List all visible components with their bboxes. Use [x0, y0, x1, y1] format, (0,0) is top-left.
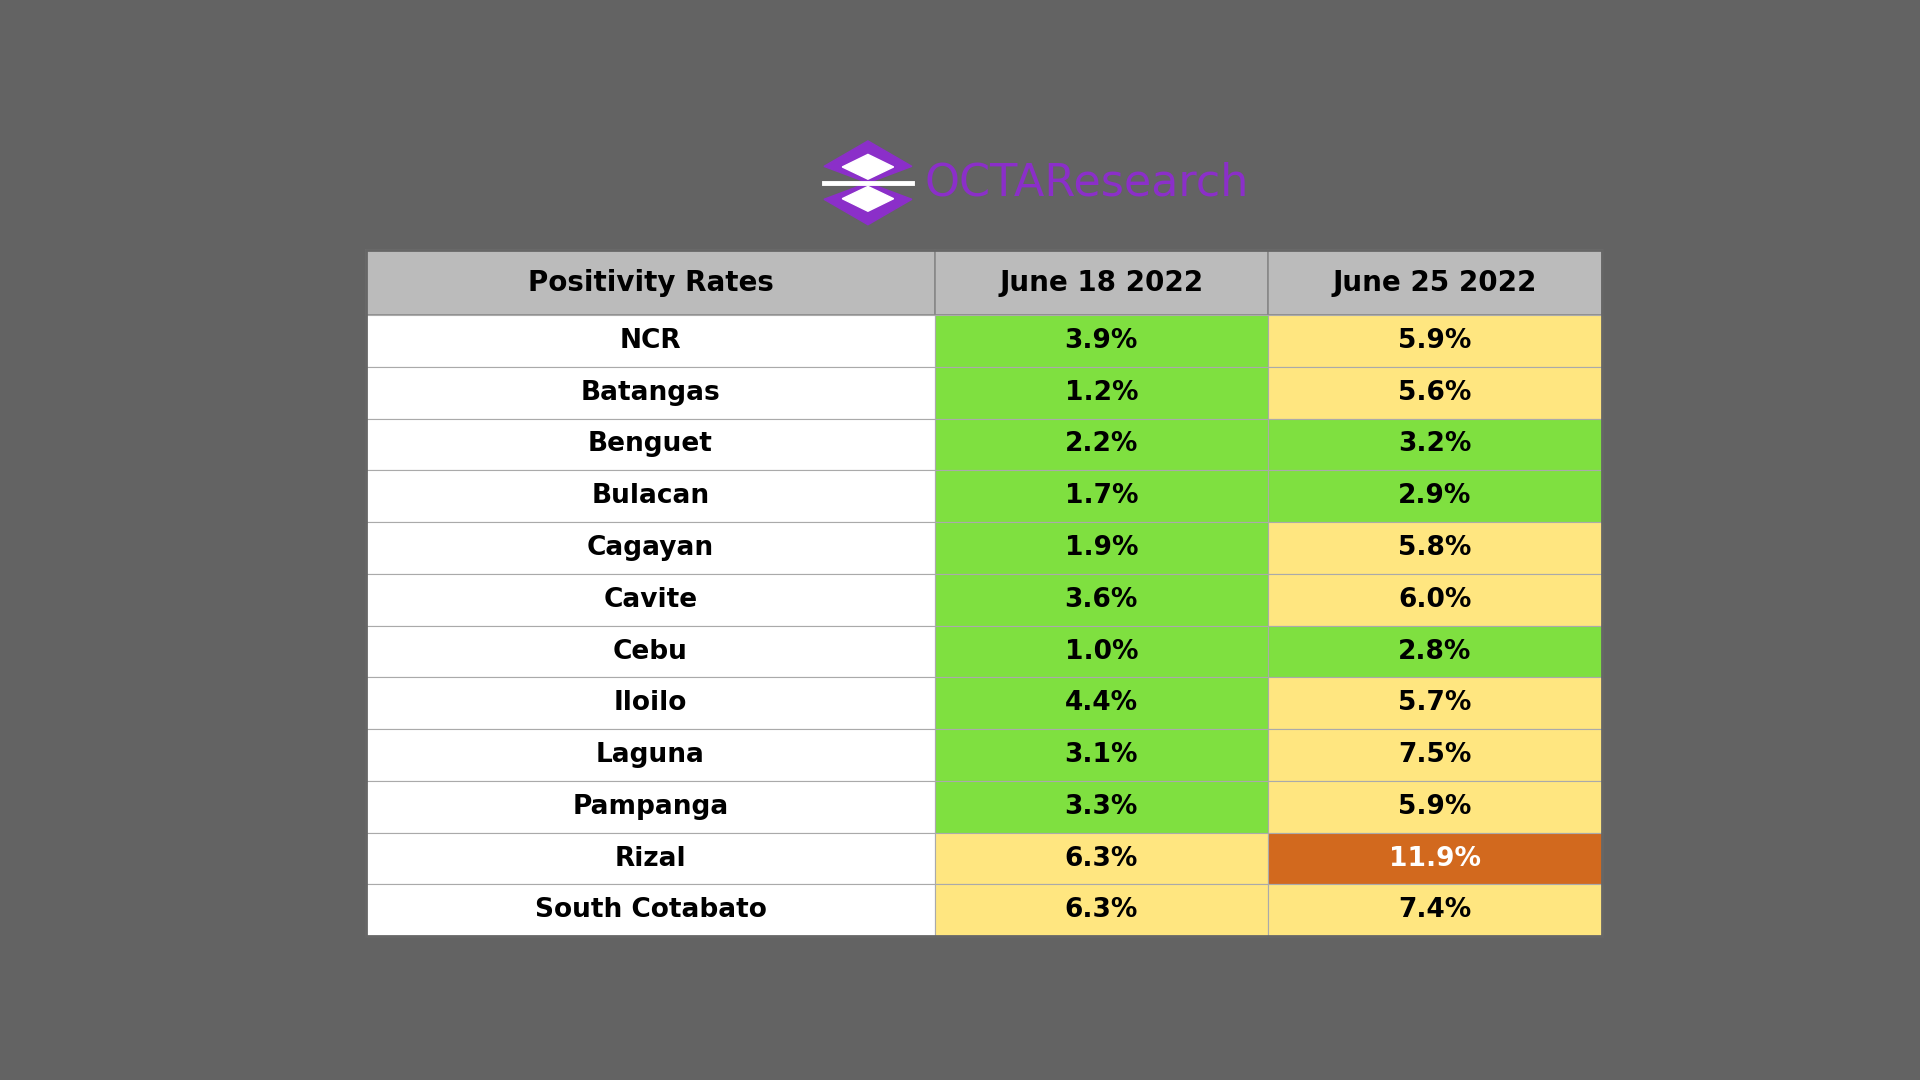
Text: 5.8%: 5.8%	[1398, 535, 1471, 561]
Text: Bulacan: Bulacan	[591, 483, 710, 510]
Text: 3.2%: 3.2%	[1398, 432, 1471, 458]
Text: 3.3%: 3.3%	[1066, 794, 1139, 820]
Text: Cebu: Cebu	[612, 638, 687, 664]
Text: Positivity Rates: Positivity Rates	[528, 269, 774, 297]
Text: June 18 2022: June 18 2022	[998, 269, 1204, 297]
Bar	[367, 833, 935, 885]
Bar	[367, 251, 1601, 936]
Bar	[935, 471, 1267, 522]
Text: 7.4%: 7.4%	[1398, 897, 1471, 923]
Bar	[1267, 781, 1601, 833]
Bar	[935, 885, 1267, 936]
Text: 2.2%: 2.2%	[1066, 432, 1139, 458]
Bar	[1267, 522, 1601, 573]
Text: 3.6%: 3.6%	[1066, 586, 1139, 612]
Text: 3.9%: 3.9%	[1066, 328, 1139, 354]
Text: 1.2%: 1.2%	[1064, 380, 1139, 406]
Bar	[935, 625, 1267, 677]
Text: Cagayan: Cagayan	[588, 535, 714, 561]
Bar	[367, 471, 935, 522]
Text: 7.5%: 7.5%	[1398, 742, 1471, 768]
Bar	[1267, 729, 1601, 781]
Text: NCR: NCR	[620, 328, 682, 354]
Text: 4.4%: 4.4%	[1066, 690, 1139, 716]
Bar	[1267, 315, 1601, 367]
Bar	[935, 251, 1267, 315]
Text: Benguet: Benguet	[588, 432, 712, 458]
Text: Cavite: Cavite	[603, 586, 697, 612]
Bar	[367, 625, 935, 677]
Bar	[1267, 677, 1601, 729]
Bar	[367, 573, 935, 625]
Bar	[935, 833, 1267, 885]
Text: 1.9%: 1.9%	[1064, 535, 1139, 561]
Text: 1.0%: 1.0%	[1064, 638, 1139, 664]
Polygon shape	[824, 140, 912, 183]
Text: South Cotabato: South Cotabato	[534, 897, 766, 923]
Bar	[935, 729, 1267, 781]
Bar	[367, 729, 935, 781]
Text: 2.8%: 2.8%	[1398, 638, 1471, 664]
Text: Pampanga: Pampanga	[572, 794, 730, 820]
Polygon shape	[843, 154, 893, 179]
Bar	[935, 522, 1267, 573]
Text: 6.0%: 6.0%	[1398, 586, 1471, 612]
Bar	[1267, 625, 1601, 677]
Bar	[367, 781, 935, 833]
Bar	[367, 251, 935, 315]
Text: 3.1%: 3.1%	[1064, 742, 1139, 768]
Bar	[367, 315, 935, 367]
Bar	[367, 419, 935, 471]
Bar	[1267, 251, 1601, 315]
Polygon shape	[843, 187, 893, 212]
Text: 5.7%: 5.7%	[1398, 690, 1471, 716]
Text: 2.9%: 2.9%	[1398, 483, 1471, 510]
Text: Iloilo: Iloilo	[614, 690, 687, 716]
Text: 5.9%: 5.9%	[1398, 794, 1471, 820]
Text: 5.9%: 5.9%	[1398, 328, 1471, 354]
Bar	[935, 573, 1267, 625]
Text: 5.6%: 5.6%	[1398, 380, 1471, 406]
Bar	[367, 522, 935, 573]
Bar	[1267, 833, 1601, 885]
Bar	[367, 251, 1601, 936]
Bar	[935, 367, 1267, 419]
Text: Rizal: Rizal	[614, 846, 685, 872]
Polygon shape	[824, 183, 912, 225]
Text: 1.7%: 1.7%	[1064, 483, 1139, 510]
Bar	[935, 781, 1267, 833]
Text: OCTAResearch: OCTAResearch	[924, 161, 1248, 204]
Bar	[367, 677, 935, 729]
Bar	[1267, 367, 1601, 419]
Bar	[367, 885, 935, 936]
Bar	[935, 677, 1267, 729]
Bar	[935, 315, 1267, 367]
Text: Batangas: Batangas	[580, 380, 720, 406]
Text: June 25 2022: June 25 2022	[1332, 269, 1538, 297]
Text: 6.3%: 6.3%	[1066, 846, 1139, 872]
Bar	[1267, 471, 1601, 522]
Bar	[1267, 419, 1601, 471]
Text: 6.3%: 6.3%	[1066, 897, 1139, 923]
Bar	[1267, 573, 1601, 625]
Bar	[1267, 885, 1601, 936]
Text: 11.9%: 11.9%	[1388, 846, 1480, 872]
Text: Laguna: Laguna	[595, 742, 705, 768]
Bar	[935, 419, 1267, 471]
Bar	[367, 367, 935, 419]
